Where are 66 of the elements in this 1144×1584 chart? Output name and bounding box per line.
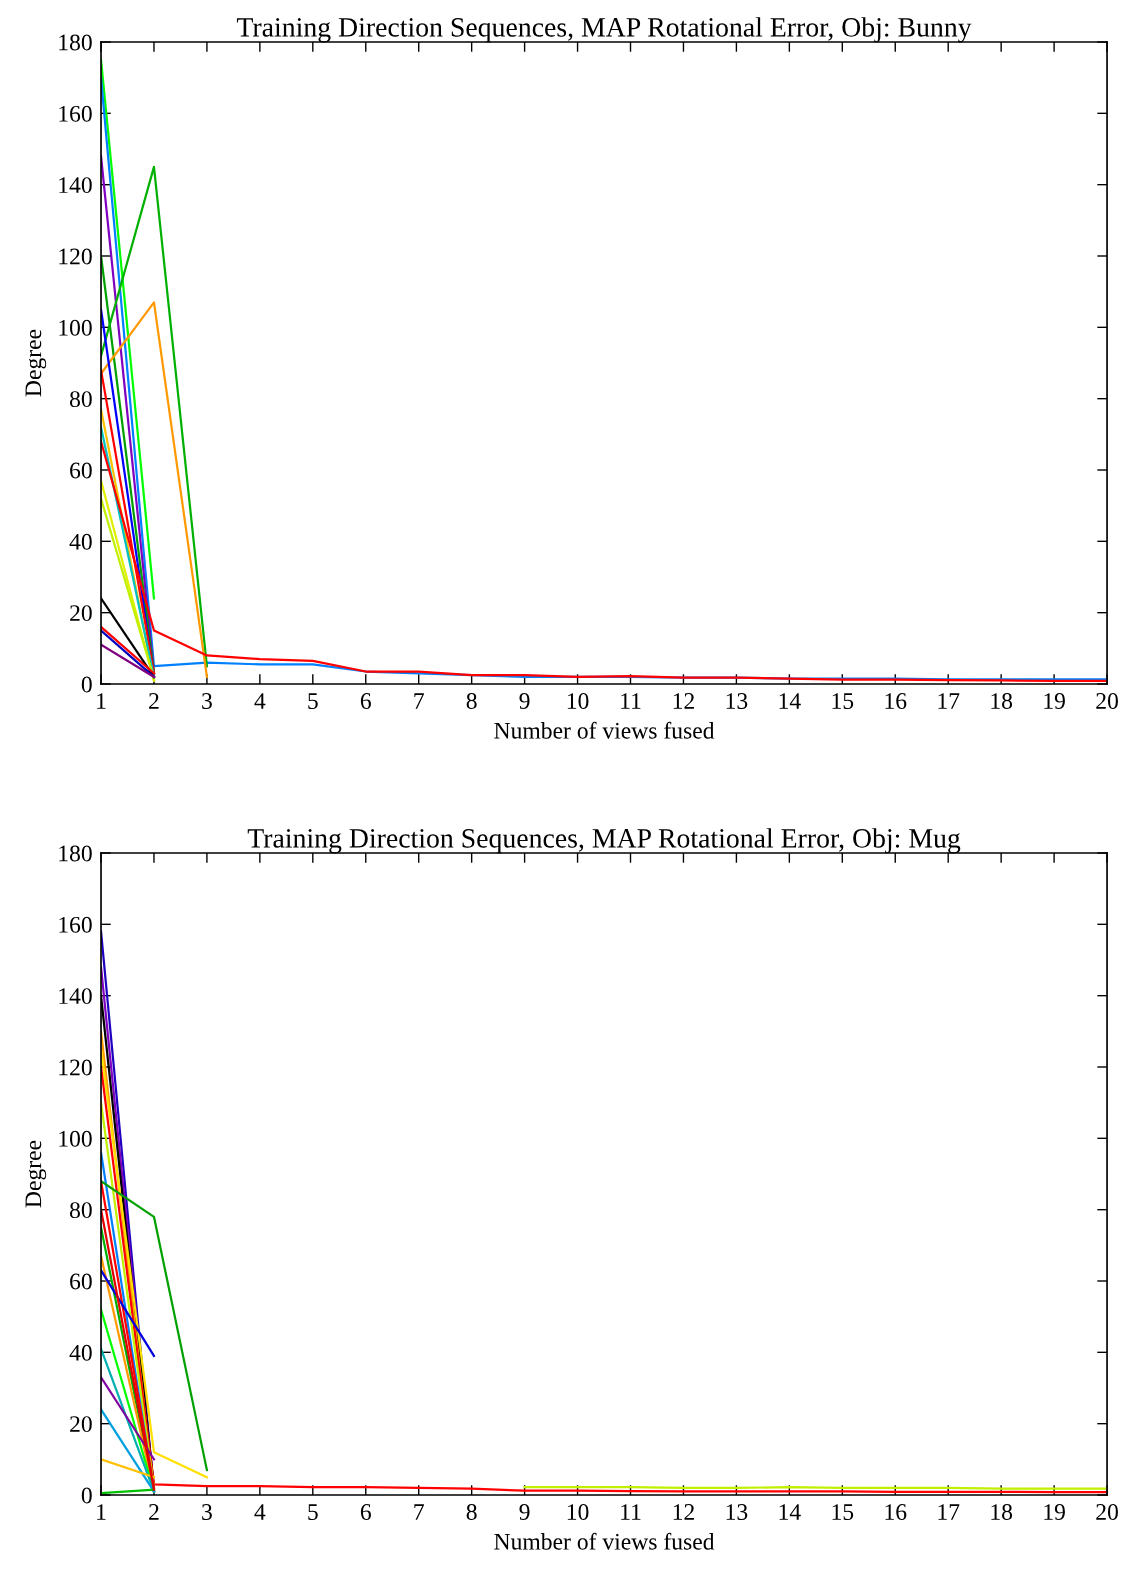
x-tick-label: 16 <box>885 693 907 709</box>
y-tick-label: 120 <box>59 1059 92 1076</box>
y-tick-label: 120 <box>59 248 92 265</box>
y-tick-label: 60 <box>70 1273 92 1290</box>
y-tick-label: 80 <box>69 391 92 408</box>
y-tick-label: 100 <box>59 1130 92 1147</box>
x-tick-label: 14 <box>779 1504 801 1520</box>
x-tick-label: 11 <box>621 693 641 709</box>
x-tick-label: 10 <box>567 1504 589 1520</box>
x-tick-label: 4 <box>254 693 266 709</box>
y-tick-label: 180 <box>59 845 92 862</box>
x-tick-label: 19 <box>1044 1504 1065 1520</box>
x-tick-label: 15 <box>832 1504 854 1520</box>
x-tick-label: 13 <box>726 1504 748 1520</box>
y-tick-label: 140 <box>59 988 92 1005</box>
x-tick-label: 20 <box>1096 693 1118 709</box>
x-axis-title: Number of views fused <box>494 1532 715 1550</box>
y-tick-label: 160 <box>59 916 92 933</box>
y-tick-label: 0 <box>81 1487 92 1504</box>
x-tick-label: 6 <box>360 693 371 709</box>
x-tick-label: 3 <box>202 693 212 709</box>
x-tick-label: 20 <box>1096 1504 1118 1520</box>
x-tick-label: 9 <box>519 1504 530 1520</box>
x-tick-label: 19 <box>1044 693 1065 709</box>
y-tick-label: 100 <box>59 319 92 336</box>
x-tick-label: 7 <box>414 1504 424 1520</box>
x-tick-label: 8 <box>466 1504 477 1520</box>
x-tick-label: 14 <box>779 693 801 709</box>
x-tick-label: 16 <box>885 1504 907 1520</box>
x-tick-label: 17 <box>938 693 960 709</box>
x-tick-label: 17 <box>938 1504 960 1520</box>
x-tick-label: 11 <box>621 1504 641 1520</box>
x-tick-label: 3 <box>202 1504 212 1520</box>
y-tick-label: 60 <box>70 462 92 479</box>
y-tick-label: 20 <box>70 605 92 622</box>
chart-title: Training Direction Sequences, MAP Rotational Error, Obj: Mug <box>247 828 961 854</box>
x-tick-label: 2 <box>149 1504 159 1520</box>
y-tick-label: 160 <box>59 105 92 122</box>
x-axis-title: Number of views fused <box>494 721 715 739</box>
x-tick-label: 5 <box>308 693 318 709</box>
x-tick-label: 18 <box>991 1504 1013 1520</box>
y-tick-label: 40 <box>69 1344 92 1361</box>
y-tick-label: 0 <box>81 676 92 693</box>
x-tick-label: 9 <box>519 693 530 709</box>
y-axis-title: Degree <box>25 1140 47 1208</box>
y-tick-label: 20 <box>70 1416 92 1433</box>
x-tick-label: 10 <box>567 693 589 709</box>
y-tick-label: 140 <box>59 177 92 194</box>
y-tick-label: 80 <box>69 1202 92 1219</box>
y-tick-label: 40 <box>69 533 92 550</box>
y-axis-title: Degree <box>25 329 47 397</box>
x-tick-label: 2 <box>149 693 159 709</box>
x-tick-label: 13 <box>726 693 748 709</box>
x-tick-label: 5 <box>308 1504 318 1520</box>
x-tick-label: 1 <box>97 693 106 709</box>
x-tick-label: 7 <box>414 693 424 709</box>
y-tick-label: 180 <box>59 34 92 51</box>
x-tick-label: 6 <box>360 1504 371 1520</box>
x-tick-label: 8 <box>466 693 477 709</box>
x-tick-label: 1 <box>97 1504 106 1520</box>
x-tick-label: 15 <box>832 693 854 709</box>
x-tick-label: 18 <box>991 693 1013 709</box>
chart-title: Training Direction Sequences, MAP Rotational Error, Obj: Bunny <box>236 17 972 43</box>
x-tick-label: 4 <box>254 1504 266 1520</box>
x-tick-label: 12 <box>673 1504 694 1520</box>
x-tick-label: 12 <box>673 693 694 709</box>
